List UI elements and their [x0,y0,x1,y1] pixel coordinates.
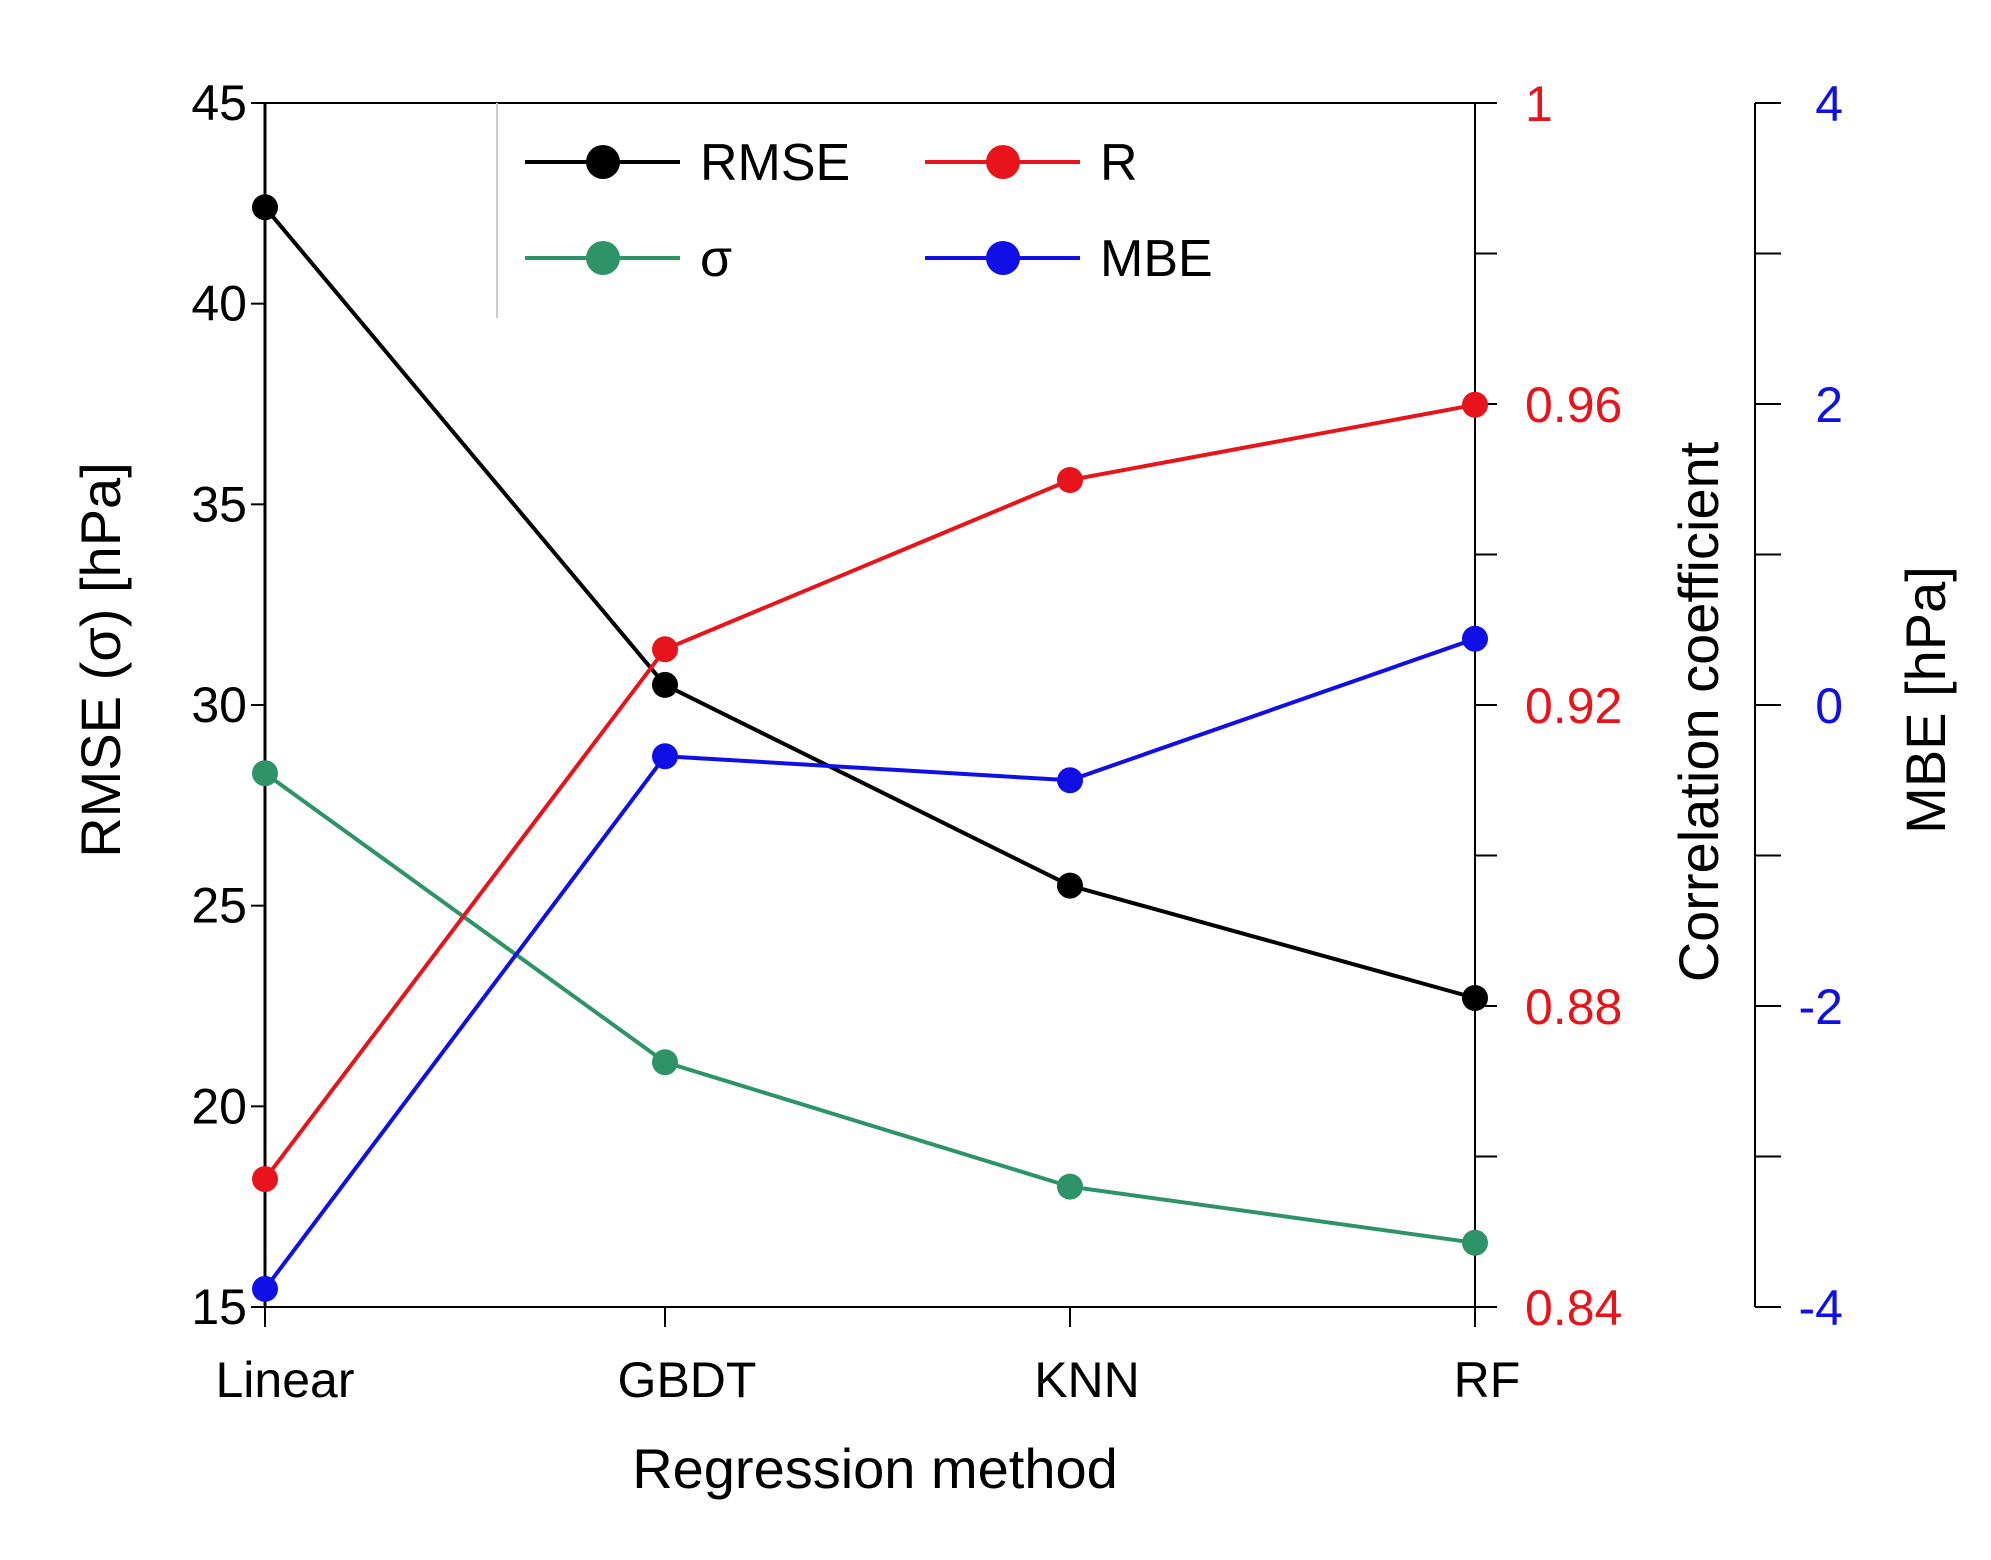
series-2-point [652,1049,678,1076]
right-tick-label: 0.92 [1525,678,1622,734]
series-1-point [652,671,678,698]
x-axis: Linear GBDT KNN RF [216,1307,1521,1408]
series-2-point [252,760,278,787]
mbe-tick-label: 0 [1815,678,1843,734]
legend-marker [986,145,1020,179]
series-line-2 [263,771,1476,1245]
right2-axis: -4 -2 0 2 4 [1754,76,1843,1336]
mbe-tick-label: 2 [1815,377,1843,433]
x-tick-label: KNN [1034,1352,1140,1408]
series-line-4 [263,636,1476,1291]
axis-titles: Regression method RMSE (σ) [hPa] Correlati… [69,441,1957,1500]
legend-label: MBE [1100,230,1213,288]
right-tick-label: 0.84 [1525,1280,1622,1336]
plot-frame [265,102,1475,1308]
right-tick-label: 0.96 [1525,377,1622,433]
x-tick-label: GBDT [618,1352,757,1408]
series-line-1 [263,206,1476,1000]
legend-marker [986,241,1020,275]
right-tick-label: 1 [1525,76,1553,132]
legend-label: RMSE [700,134,850,192]
series-3-point [1057,467,1083,493]
left-tick-label: 40 [191,276,247,332]
series-line-3 [263,402,1476,1181]
series-3-point [652,636,678,663]
series-1-point [1057,872,1083,899]
left-tick-label: 30 [191,677,247,733]
series-4-point [652,743,678,770]
left-tick-label: 35 [191,476,247,532]
series-4-point [1462,625,1488,652]
series-4-point [252,1275,278,1302]
mbe-tick-label: 4 [1815,76,1843,132]
left-axis: 15 20 25 30 35 40 45 [191,75,267,1335]
mbe-axis-title: MBE [hPa] [1894,566,1957,834]
series-1-point [252,194,278,221]
series-2-point [1462,1229,1488,1256]
series-4-point [1057,767,1083,794]
mbe-tick-label: -2 [1799,979,1843,1035]
left-tick-label: 45 [191,75,247,131]
legend-marker [586,145,620,179]
legend-label: σ [700,230,732,288]
x-tick-label: Linear [216,1352,355,1408]
right-axis: 0.84 0.88 0.92 0.96 1 [1474,76,1622,1336]
mbe-tick-label: -4 [1799,1280,1843,1336]
series-1-point [1462,985,1488,1011]
right-tick-label: 0.88 [1525,979,1622,1035]
left-tick-label: 20 [191,1078,247,1134]
legend-marker [586,241,620,275]
legend-label: R [1100,134,1138,192]
left-tick-label: 15 [191,1279,247,1335]
legend: RMSE Rσ MBE [496,103,1213,318]
right-axis-title: Correlation coefficient [1667,441,1730,982]
left-tick-label: 25 [191,878,247,934]
left-axis-title: RMSE (σ) [hPa] [69,462,132,858]
x-axis-title: Regression method [632,1437,1118,1500]
series-3-point [252,1166,278,1193]
series-layer [252,194,1488,1302]
series-3-point [1462,391,1488,418]
series-2-point [1057,1173,1083,1200]
x-tick-label: RF [1454,1352,1521,1408]
